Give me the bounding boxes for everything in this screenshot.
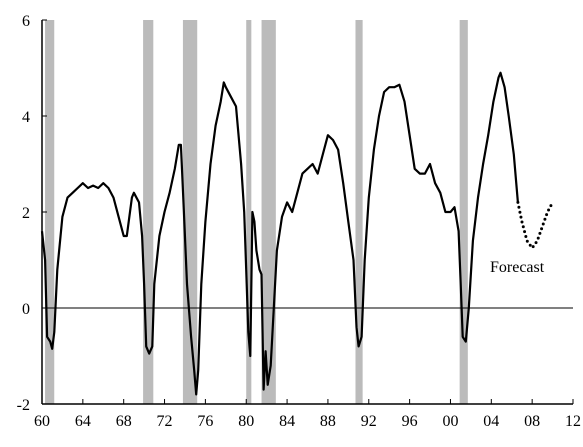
y-tick-label: 2 (22, 205, 30, 222)
x-tick-label: 64 (75, 413, 91, 430)
y-tick-label: -2 (17, 397, 30, 414)
data-line (40, 71, 519, 396)
data-line (516, 200, 555, 250)
x-tick-label: 84 (279, 413, 295, 430)
recession-band (45, 20, 55, 404)
x-tick-label: 04 (483, 413, 499, 430)
x-tick-label: 00 (442, 413, 458, 430)
recession-band (459, 20, 468, 404)
annotation: Forecast (490, 259, 545, 276)
x-tick-label: 12 (565, 413, 581, 430)
x-tick-label: 92 (361, 413, 377, 430)
y-tick-label: 6 (22, 13, 30, 30)
recession-band (246, 20, 252, 404)
x-tick-label: 80 (238, 413, 254, 430)
x-tick-label: 60 (34, 413, 50, 430)
y-tick-label: 4 (22, 109, 30, 126)
recession-band (355, 20, 363, 404)
x-tick-label: 76 (197, 413, 213, 430)
x-tick-label: 08 (524, 413, 540, 430)
x-tick-label: 96 (402, 413, 418, 430)
x-tick-label: 72 (157, 413, 173, 430)
recession-band (182, 20, 198, 404)
x-tick-label: 88 (320, 413, 336, 430)
y-tick-label: 0 (22, 301, 30, 318)
recession-band (143, 20, 154, 404)
x-tick-label: 68 (116, 413, 132, 430)
